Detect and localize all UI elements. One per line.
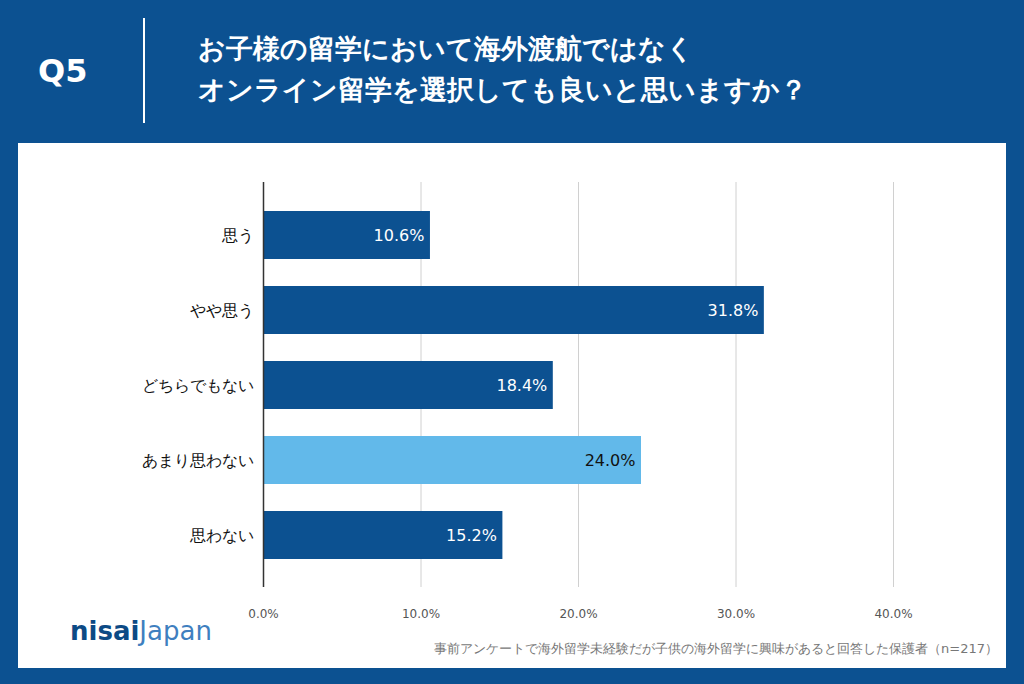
svg-text:10.6%: 10.6% — [374, 226, 425, 245]
svg-text:18.4%: 18.4% — [496, 376, 547, 395]
html-text:nisai Japan: nisai Japan — [70, 616, 212, 646]
svg-text:24.0%: 24.0% — [585, 451, 636, 470]
svg-text:どちらでもない: どちらでもない — [142, 376, 254, 395]
svg-text:20.0%: 20.0% — [559, 607, 597, 621]
html-text:事前アンケートで海外留学未経験だが子供の海外留学に興味がある: 事前アンケートで海外留学未経験だが子供の海外留学に興味があると回答した保護者（n… — [434, 641, 998, 656]
svg-text:10.0%: 10.0% — [402, 607, 440, 621]
svg-text:40.0%: 40.0% — [874, 607, 912, 621]
svg-text:思う: 思う — [221, 226, 254, 245]
svg-text:31.8%: 31.8% — [708, 301, 759, 320]
svg-text:思わない: 思わない — [189, 526, 254, 545]
html-text:オンライン留学を選択しても良いと思いますか？: オンライン留学を選択しても良いと思いますか？ — [198, 74, 807, 105]
svg-text:やや思う: やや思う — [190, 301, 254, 320]
svg-text:あまり思わない: あまり思わない — [142, 451, 254, 470]
svg-text:0.0%: 0.0% — [248, 607, 279, 621]
svg-text:30.0%: 30.0% — [717, 607, 755, 621]
svg-text:15.2%: 15.2% — [446, 526, 497, 545]
html-text:Q5: Q5 — [38, 52, 88, 90]
html-text:お子様の留学において海外渡航ではなく: お子様の留学において海外渡航ではなく — [198, 33, 694, 64]
